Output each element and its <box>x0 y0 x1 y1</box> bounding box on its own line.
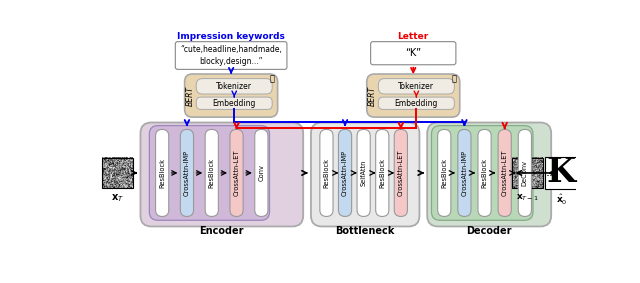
Text: CrossAttn-IMP: CrossAttn-IMP <box>184 150 190 196</box>
Text: ResBlock: ResBlock <box>323 158 330 188</box>
FancyBboxPatch shape <box>394 129 408 216</box>
Text: Tokenizer: Tokenizer <box>398 82 435 91</box>
Text: $\mathbf{x}_{T-1}$: $\mathbf{x}_{T-1}$ <box>516 192 540 203</box>
FancyBboxPatch shape <box>378 97 454 110</box>
FancyBboxPatch shape <box>140 123 303 226</box>
Text: CrossAttn-IMP: CrossAttn-IMP <box>342 150 348 196</box>
FancyBboxPatch shape <box>367 74 460 117</box>
Text: K: K <box>547 156 576 189</box>
Text: SelfAttn: SelfAttn <box>361 160 367 186</box>
FancyBboxPatch shape <box>438 129 451 216</box>
Text: DeConv: DeConv <box>522 160 528 186</box>
Text: BERT: BERT <box>367 85 377 106</box>
Bar <box>102 158 132 188</box>
FancyBboxPatch shape <box>458 129 471 216</box>
Text: Embedding: Embedding <box>395 99 438 108</box>
Text: ResBlock: ResBlock <box>209 158 215 188</box>
FancyBboxPatch shape <box>196 79 272 94</box>
FancyBboxPatch shape <box>230 129 243 216</box>
FancyBboxPatch shape <box>320 129 333 216</box>
FancyBboxPatch shape <box>378 79 454 94</box>
Text: ResBlock: ResBlock <box>441 158 447 188</box>
FancyBboxPatch shape <box>498 129 511 216</box>
Text: “cute,headline,handmade,
blocky,design...”: “cute,headline,handmade, blocky,design..… <box>180 45 282 66</box>
Text: ResBlock: ResBlock <box>481 158 488 188</box>
FancyBboxPatch shape <box>184 74 278 117</box>
Text: CrossAttn-LET: CrossAttn-LET <box>502 150 508 196</box>
FancyBboxPatch shape <box>156 129 169 216</box>
FancyBboxPatch shape <box>478 129 491 216</box>
Text: ...: ... <box>546 166 558 179</box>
Text: Tokenizer: Tokenizer <box>216 82 252 91</box>
Text: Bottleneck: Bottleneck <box>335 226 395 237</box>
Text: ResBlock: ResBlock <box>380 158 385 188</box>
Text: Decoder: Decoder <box>467 226 512 237</box>
Text: ResBlock: ResBlock <box>159 158 165 188</box>
FancyBboxPatch shape <box>180 129 193 216</box>
FancyBboxPatch shape <box>357 129 370 216</box>
Bar <box>513 158 543 188</box>
FancyBboxPatch shape <box>431 126 533 220</box>
Text: BERT: BERT <box>186 85 195 106</box>
Text: Embedding: Embedding <box>212 99 256 108</box>
Text: $\mathbf{x}_T$: $\mathbf{x}_T$ <box>111 192 124 204</box>
FancyBboxPatch shape <box>175 42 287 69</box>
FancyBboxPatch shape <box>311 123 419 226</box>
Text: CrossAttn-LET: CrossAttn-LET <box>234 150 239 196</box>
Text: CrossAttn-IMP: CrossAttn-IMP <box>461 150 467 196</box>
FancyBboxPatch shape <box>339 129 351 216</box>
FancyBboxPatch shape <box>376 129 389 216</box>
Text: Impression keywords: Impression keywords <box>177 32 285 41</box>
Text: Encoder: Encoder <box>200 226 244 237</box>
FancyBboxPatch shape <box>149 126 269 220</box>
FancyBboxPatch shape <box>205 129 218 216</box>
FancyBboxPatch shape <box>428 123 551 226</box>
Text: Letter: Letter <box>397 32 429 41</box>
Text: 🔒: 🔒 <box>269 74 275 83</box>
Text: “K”: “K” <box>405 48 421 58</box>
Bar <box>545 157 577 189</box>
Text: Conv: Conv <box>259 164 264 181</box>
Text: $\hat{\mathbf{x}}_0$: $\hat{\mathbf{x}}_0$ <box>556 193 567 207</box>
FancyBboxPatch shape <box>371 42 456 65</box>
Text: CrossAttn-LET: CrossAttn-LET <box>398 150 404 196</box>
Text: 🔒: 🔒 <box>452 74 457 83</box>
FancyBboxPatch shape <box>518 129 531 216</box>
FancyBboxPatch shape <box>255 129 268 216</box>
FancyBboxPatch shape <box>196 97 272 110</box>
